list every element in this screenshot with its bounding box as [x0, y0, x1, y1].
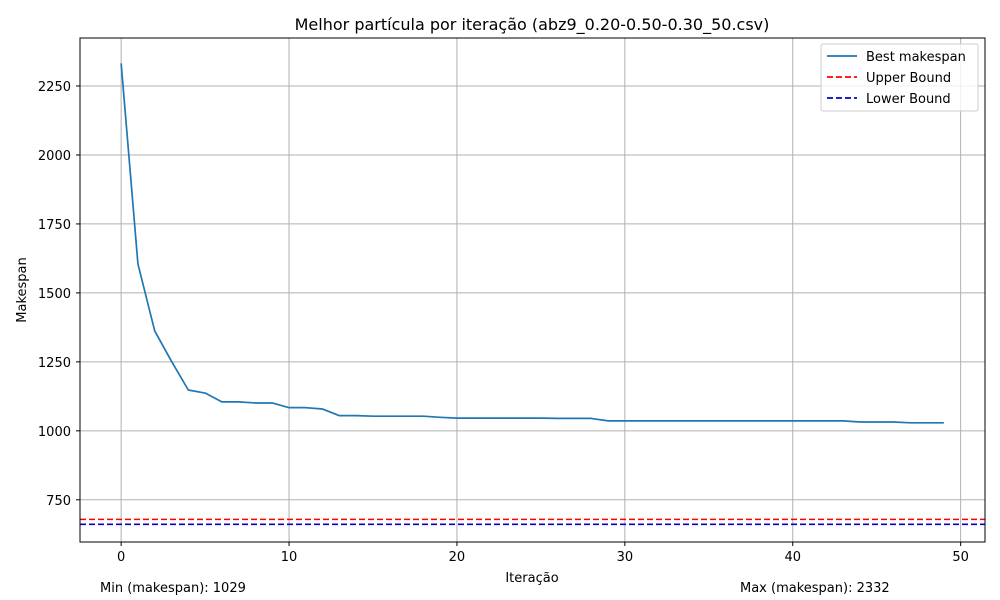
x-axis-ticks: 0 10 20 30 40 50 — [117, 542, 969, 565]
bound-lines — [80, 518, 985, 526]
x-tick-label: 50 — [952, 550, 969, 565]
x-tick-label: 20 — [449, 550, 466, 565]
legend-box — [820, 43, 979, 112]
legend: Best makespan Upper Bound Lower Bound — [820, 43, 979, 112]
x-tick-label: 10 — [281, 550, 298, 565]
plot-area-frame — [79, 37, 986, 543]
chart-title: Melhor partícula por iteração (abz9_0.20… — [295, 15, 770, 35]
y-tick-label: 1250 — [38, 356, 71, 371]
y-tick-label: 2000 — [38, 149, 71, 164]
y-tick-label: 1000 — [38, 425, 71, 440]
x-axis-label: Iteração — [505, 571, 558, 586]
x-tick-label: 40 — [784, 550, 801, 565]
max-makespan-note: Max (makespan): 2332 — [740, 581, 890, 596]
grid — [80, 38, 985, 542]
legend-label: Best makespan — [866, 50, 966, 65]
y-axis-label: Makespan — [15, 257, 30, 322]
legend-label: Lower Bound — [866, 92, 951, 107]
x-tick-label: 30 — [617, 550, 634, 565]
best-makespan-line — [120, 63, 944, 424]
min-makespan-note: Min (makespan): 1029 — [100, 581, 246, 596]
series-lines — [120, 63, 944, 424]
legend-label: Upper Bound — [866, 71, 951, 86]
y-axis-ticks: 750 1000 1250 1500 1750 2000 2250 — [38, 80, 80, 509]
y-tick-label: 2250 — [38, 80, 71, 95]
y-tick-label: 1750 — [38, 218, 71, 233]
y-tick-label: 1500 — [38, 287, 71, 302]
x-tick-label: 0 — [117, 550, 125, 565]
y-tick-label: 750 — [46, 494, 71, 509]
